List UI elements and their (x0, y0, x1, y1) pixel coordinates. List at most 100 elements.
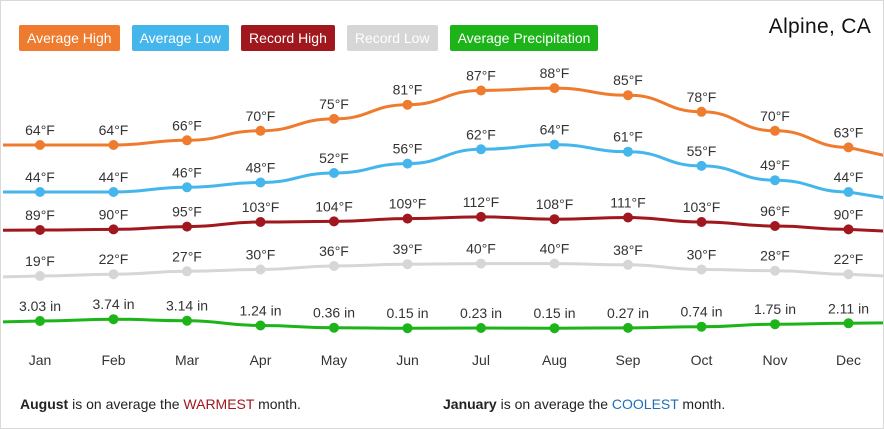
coolest-word: COOLEST (611, 396, 679, 412)
legend-record-high-button[interactable]: Record High (241, 25, 335, 51)
coolest-month-name: January (443, 396, 497, 412)
data-label: 0.27 in (607, 305, 649, 321)
location-title: Alpine, CA (768, 15, 871, 38)
data-point[interactable] (255, 217, 266, 227)
data-label: 3.14 in (166, 298, 208, 314)
data-point[interactable] (770, 265, 780, 276)
data-point[interactable] (476, 85, 486, 96)
data-point[interactable] (623, 146, 633, 157)
legend-record-low-button[interactable]: Record Low (346, 25, 438, 51)
data-point[interactable] (770, 319, 780, 330)
data-point[interactable] (549, 323, 560, 334)
series-record-low: 19°F 22°F 27°F 30°F 36°F 39°F 40°F 40°F 38°F 30°F… (2, 241, 883, 281)
data-point[interactable] (696, 264, 707, 275)
coolest-text-b: month. (678, 396, 726, 412)
data-point[interactable] (329, 113, 339, 124)
data-point[interactable] (476, 258, 486, 269)
data-point[interactable] (402, 99, 413, 110)
data-point[interactable] (35, 225, 45, 235)
data-label: 108°F (536, 196, 574, 212)
data-point[interactable] (35, 140, 45, 150)
data-point[interactable] (843, 142, 854, 153)
x-tick-label: Jun (396, 352, 419, 368)
data-point[interactable] (108, 269, 119, 280)
data-point[interactable] (549, 258, 560, 269)
data-point[interactable] (35, 316, 45, 326)
data-label: 49°F (760, 157, 790, 173)
data-point[interactable] (35, 271, 45, 281)
legend-average-low-button[interactable]: Average Low (131, 25, 230, 51)
data-point[interactable] (182, 221, 192, 232)
data-label: 28°F (760, 248, 790, 264)
data-point[interactable] (476, 144, 486, 155)
data-point[interactable] (549, 139, 560, 150)
data-point[interactable] (108, 224, 119, 235)
data-point[interactable] (623, 259, 633, 270)
data-point[interactable] (843, 269, 854, 280)
data-point[interactable] (843, 187, 854, 197)
data-point[interactable] (402, 259, 413, 270)
x-tick-label: Mar (175, 352, 199, 368)
data-label: 63°F (834, 124, 864, 140)
legend-average-high-button[interactable]: Average High (19, 25, 120, 51)
data-point[interactable] (623, 90, 633, 101)
data-label: 1.24 in (239, 303, 281, 319)
data-label: 90°F (99, 206, 129, 222)
data-point[interactable] (843, 318, 854, 329)
data-label: 30°F (246, 247, 276, 263)
data-point[interactable] (329, 261, 339, 271)
data-point[interactable] (696, 160, 707, 171)
coolest-text-a: is on average the (496, 396, 612, 412)
data-point[interactable] (770, 125, 780, 136)
data-point[interactable] (255, 264, 266, 275)
data-point[interactable] (402, 158, 413, 169)
data-point[interactable] (402, 323, 413, 334)
data-point[interactable] (843, 224, 854, 235)
data-point[interactable] (623, 212, 633, 223)
data-point[interactable] (329, 168, 339, 178)
data-label: 70°F (760, 108, 790, 124)
data-point[interactable] (696, 106, 707, 117)
data-point[interactable] (108, 314, 119, 325)
data-label: 48°F (246, 160, 276, 176)
data-point[interactable] (623, 322, 633, 333)
x-axis-labels: Jan Feb Mar Apr May Jun Jul Aug Sep Oct Nov Dec (29, 352, 861, 368)
data-label: 0.36 in (313, 305, 355, 321)
data-point[interactable] (108, 187, 119, 197)
data-point[interactable] (329, 322, 339, 333)
data-point[interactable] (770, 175, 780, 186)
data-point[interactable] (182, 266, 192, 277)
data-label: 44°F (25, 169, 55, 185)
data-label: 0.15 in (386, 305, 428, 321)
data-point[interactable] (549, 214, 560, 225)
data-point[interactable] (476, 323, 486, 333)
data-label: 64°F (99, 122, 129, 138)
data-point[interactable] (255, 125, 266, 136)
data-label: 55°F (687, 143, 717, 159)
data-point[interactable] (329, 216, 339, 227)
data-point[interactable] (255, 177, 266, 188)
data-point[interactable] (402, 213, 413, 224)
data-point[interactable] (476, 211, 486, 222)
data-point[interactable] (182, 315, 192, 326)
data-point[interactable] (182, 182, 192, 193)
warmest-month-note: August is on average the WARMEST month. (20, 396, 301, 412)
series-average-low: 44°F 44°F 46°F 48°F 52°F 56°F 62°F 64°F 61°F 55°F… (3, 122, 883, 200)
x-tick-label: Aug (542, 352, 567, 368)
x-tick-label: Apr (250, 352, 272, 368)
data-label: 3.03 in (19, 298, 61, 314)
data-label: 78°F (687, 89, 717, 105)
data-point[interactable] (255, 320, 266, 331)
data-point[interactable] (696, 217, 707, 227)
legend-average-precipitation-button[interactable]: Average Precipitation (449, 25, 599, 51)
data-point[interactable] (770, 221, 780, 231)
x-tick-label: Sep (616, 352, 641, 368)
data-point[interactable] (108, 140, 119, 150)
data-point[interactable] (549, 83, 560, 94)
data-point[interactable] (696, 321, 707, 332)
series-line (3, 86, 883, 157)
data-point[interactable] (182, 135, 192, 146)
data-point[interactable] (35, 187, 45, 197)
series-line (2, 262, 883, 279)
